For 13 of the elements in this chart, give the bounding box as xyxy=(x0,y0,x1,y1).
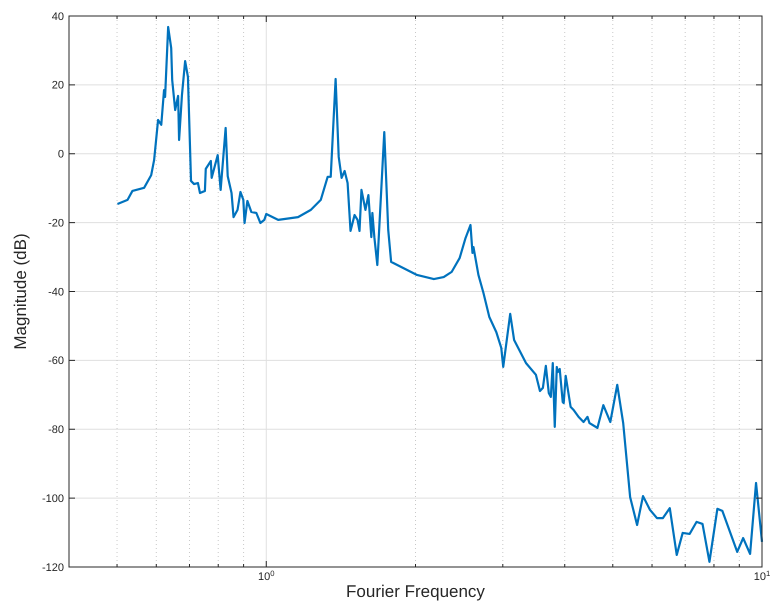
y-tick-label: 40 xyxy=(52,10,64,23)
x-tick-label: 10$^{1}$ xyxy=(754,568,770,583)
x-axis-title: Fourier Frequency xyxy=(346,582,486,601)
y-tick-label: -40 xyxy=(48,286,64,298)
y-tick-label: 20 xyxy=(52,80,64,92)
y-tick-label: -80 xyxy=(48,424,64,436)
y-tick-label: 0 xyxy=(58,148,64,161)
y-tick-label: -60 xyxy=(48,355,64,368)
y-axis-title: Magnitude (dB) xyxy=(11,233,30,350)
y-tick-label: -20 xyxy=(48,217,64,230)
x-tick-label: 10$^{0}$ xyxy=(258,568,275,583)
y-tick-label: -120 xyxy=(42,562,64,574)
y-tick-label: -100 xyxy=(42,492,64,505)
